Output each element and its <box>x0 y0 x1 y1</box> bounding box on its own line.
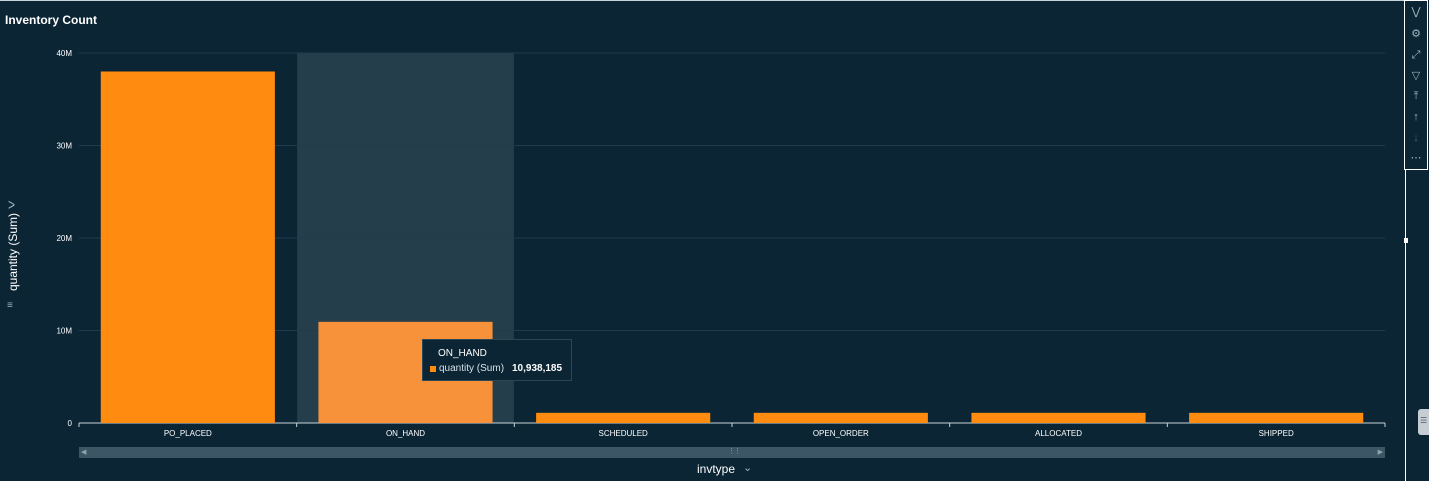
drill-down-icon[interactable]: ↓ <box>1413 132 1419 144</box>
x-tick-label: ALLOCATED <box>1035 429 1082 438</box>
sort-icon[interactable]: ≡ <box>7 300 13 311</box>
x-tick-label: SHIPPED <box>1259 429 1294 438</box>
side-tab-icon[interactable]: ☰ <box>1420 416 1428 425</box>
settings-icon[interactable]: ⚙ <box>1411 28 1421 40</box>
expand-icon[interactable]: ⤢ <box>1411 49 1421 61</box>
x-axis-scrollbar[interactable]: ◀ ⋮⋮ ▶ <box>79 447 1385 458</box>
tooltip: ON_HAND quantity (Sum) 10,938,185 <box>422 339 572 381</box>
x-axis-label[interactable]: invtype <box>697 462 736 476</box>
resize-handle[interactable] <box>1404 238 1408 243</box>
more-icon[interactable]: ⋯ <box>1410 152 1422 164</box>
tooltip-series-label: quantity (Sum) <box>439 363 505 374</box>
visual-frame <box>0 0 1405 1</box>
tooltip-swatch <box>430 366 436 372</box>
drill-up-icon[interactable]: ↑ <box>1413 111 1419 123</box>
bar-scheduled[interactable] <box>536 412 711 423</box>
bar-allocated[interactable] <box>971 412 1146 423</box>
visual-title: Inventory Count <box>5 13 97 27</box>
x-tick-label: ON_HAND <box>386 429 425 438</box>
y-tick-label: 30M <box>56 142 72 151</box>
bar-po-placed[interactable] <box>100 71 275 424</box>
y-tick-label: 40M <box>56 49 72 58</box>
drill-top-icon[interactable]: ⤒ <box>1413 90 1419 102</box>
x-tick-label: SCHEDULED <box>598 429 648 438</box>
side-tab[interactable] <box>1418 409 1429 435</box>
scroll-left-handle-icon[interactable]: ◀ <box>81 449 87 456</box>
scroll-right-handle-icon[interactable]: ▶ <box>1377 449 1383 456</box>
x-tick-label: PO_PLACED <box>164 429 212 438</box>
visual-menu-panel: ⋁ ⚙ ⤢ ▽ ⤒ ↑ ↓ ⋯ <box>1404 0 1428 170</box>
tooltip-value: 10,938,185 <box>512 363 563 374</box>
filter-icon[interactable]: ▽ <box>1411 70 1421 82</box>
collapse-icon[interactable]: ⋁ <box>1411 6 1421 18</box>
scroll-grip-icon[interactable]: ⋮⋮ <box>728 448 741 455</box>
y-tick-label: 20M <box>56 234 72 243</box>
tooltip-title: ON_HAND <box>438 348 487 359</box>
bar-open-order[interactable] <box>753 412 928 423</box>
y-tick-label: 0 <box>68 419 73 428</box>
bar-chart: 0 10M 20M 30M 40M PO_PLACED ON_HAND SCHEDULED OP… <box>56 49 1386 438</box>
x-axis-chevron-down-icon[interactable]: ⌄ <box>743 462 753 474</box>
bar-shipped[interactable] <box>1189 412 1364 423</box>
y-tick-label: 10M <box>56 327 72 336</box>
y-axis-chevron-icon[interactable]: > <box>8 195 16 215</box>
x-tick-label: OPEN_ORDER <box>813 429 869 438</box>
selection-border <box>1405 170 1406 481</box>
